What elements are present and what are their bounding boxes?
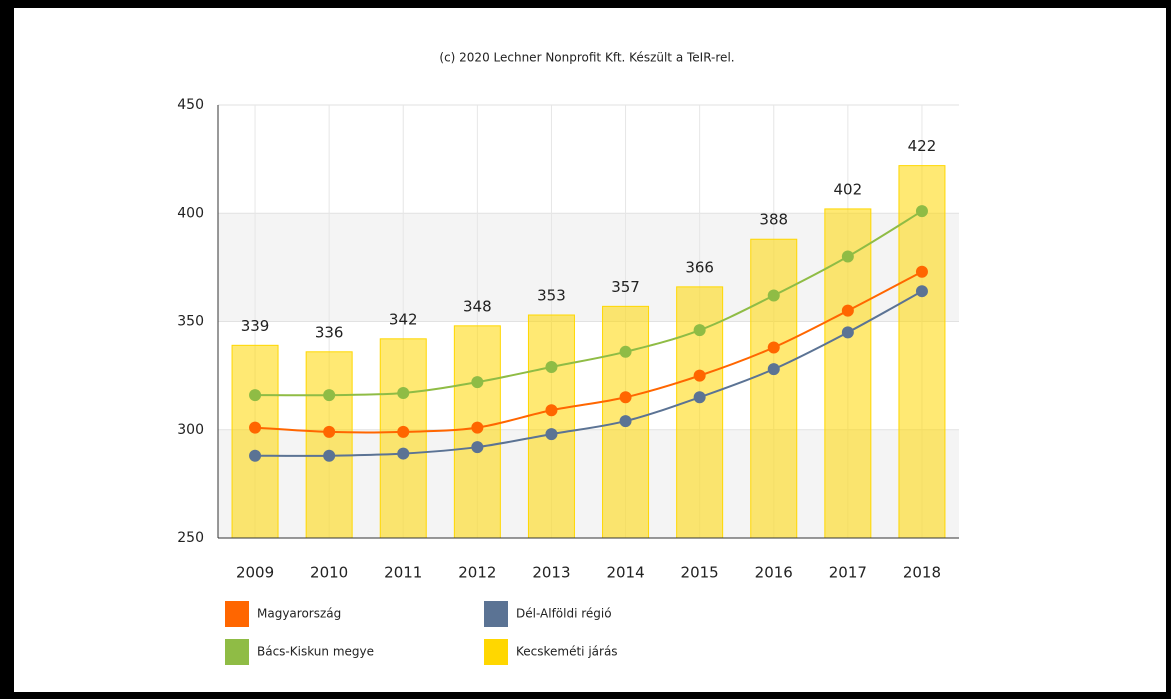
data-label: 342 xyxy=(389,310,418,328)
point xyxy=(915,285,928,298)
data-label: 348 xyxy=(463,297,492,315)
point xyxy=(545,404,558,417)
point xyxy=(767,289,780,302)
x-tick-label: 2011 xyxy=(384,564,422,582)
x-tick-label: 2017 xyxy=(829,564,867,582)
point xyxy=(249,421,262,434)
legend-label: Dél-Alföldi régió xyxy=(516,607,612,621)
data-label: 366 xyxy=(685,258,714,276)
line xyxy=(254,270,923,434)
bar xyxy=(527,314,575,539)
bar xyxy=(379,338,427,539)
x-tick-label: 2015 xyxy=(681,564,719,582)
point xyxy=(323,449,336,462)
y-tick-label: 450 xyxy=(177,97,204,113)
point xyxy=(397,386,410,399)
bar xyxy=(750,238,798,539)
point xyxy=(841,304,854,317)
legend-label: Kecskeméti járás xyxy=(516,645,618,659)
y-tick-label: 400 xyxy=(177,205,204,221)
point xyxy=(249,449,262,462)
point xyxy=(619,415,632,428)
y-tick-label: 300 xyxy=(177,422,204,438)
bar xyxy=(898,165,946,539)
point xyxy=(471,441,484,454)
frame xyxy=(14,8,1166,692)
point xyxy=(693,324,706,337)
data-label: 339 xyxy=(241,317,270,335)
point xyxy=(915,265,928,278)
data-label: 388 xyxy=(759,211,788,229)
line xyxy=(255,210,923,397)
y-tick-label: 350 xyxy=(177,314,204,330)
line xyxy=(255,290,923,457)
data-label: 336 xyxy=(315,323,344,341)
point xyxy=(767,363,780,376)
point xyxy=(545,360,558,373)
point xyxy=(471,376,484,389)
bar xyxy=(231,344,279,539)
data-label: 402 xyxy=(834,180,863,198)
point xyxy=(693,369,706,382)
point xyxy=(767,341,780,354)
data-label: 357 xyxy=(611,278,640,296)
point xyxy=(323,389,336,402)
point xyxy=(841,326,854,339)
point xyxy=(471,421,484,434)
point xyxy=(397,425,410,438)
data-label: 422 xyxy=(908,137,937,155)
point xyxy=(915,205,928,218)
x-tick-label: 2013 xyxy=(532,564,570,582)
x-tick-label: 2012 xyxy=(458,564,496,582)
point xyxy=(693,391,706,404)
point xyxy=(619,391,632,404)
point xyxy=(323,425,336,438)
bar xyxy=(305,351,353,539)
legend-swatch xyxy=(484,601,508,627)
x-tick-label: 2010 xyxy=(310,564,348,582)
legend-label: Bács-Kiskun megye xyxy=(257,645,374,659)
x-tick-label: 2016 xyxy=(755,564,793,582)
legend-swatch xyxy=(225,601,249,627)
bar xyxy=(824,208,872,539)
legend-swatch xyxy=(225,639,249,665)
x-tick-label: 2009 xyxy=(236,564,274,582)
x-tick-label: 2018 xyxy=(903,564,941,582)
chart-title: (c) 2020 Lechner Nonprofit Kft. Készült … xyxy=(439,51,734,65)
point xyxy=(619,345,632,358)
point xyxy=(545,428,558,441)
data-label: 353 xyxy=(537,287,566,305)
point xyxy=(249,389,262,402)
legend-label: Magyarország xyxy=(257,607,341,621)
y-tick-label: 250 xyxy=(177,530,204,546)
point xyxy=(397,447,410,460)
legend-swatch xyxy=(484,639,508,665)
point xyxy=(841,250,854,263)
x-tick-label: 2014 xyxy=(606,564,644,582)
